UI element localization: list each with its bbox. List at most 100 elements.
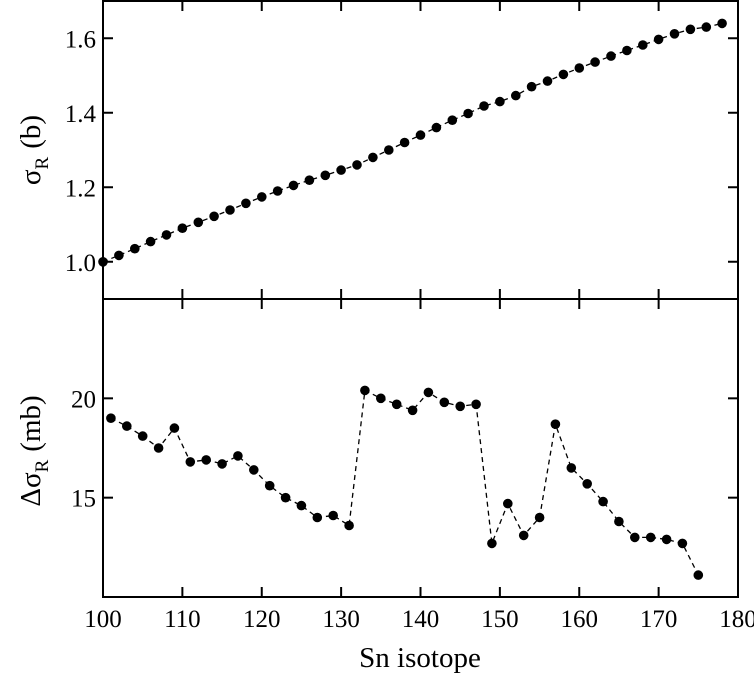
x-tick-label: 130 xyxy=(322,606,360,633)
bottom-data-point xyxy=(518,530,529,541)
top-data-point xyxy=(241,198,251,209)
top-data-point xyxy=(384,145,394,155)
bottom-data-point xyxy=(344,520,354,531)
x-tick-label: 180 xyxy=(719,606,754,633)
top-panel: 1.0 1.2 1.4 1.6 σR (b) xyxy=(15,0,739,300)
x-tick-label: 120 xyxy=(243,606,281,633)
top-y-axis-subscript: R xyxy=(32,156,53,169)
bottom-data-point xyxy=(677,538,688,549)
x-tick-label: 170 xyxy=(640,606,678,633)
top-data-point xyxy=(98,257,108,267)
top-data-point xyxy=(542,76,553,86)
top-data-point xyxy=(272,186,283,196)
bottom-data-point xyxy=(503,498,513,509)
bottom-data-point xyxy=(455,401,466,412)
top-y-axis-label: σR (b) xyxy=(15,115,53,185)
bottom-data-point xyxy=(534,512,545,523)
x-tick-label: 100 xyxy=(84,606,122,633)
top-data-point xyxy=(415,130,426,140)
top-data-point xyxy=(288,180,299,191)
bottom-data-point xyxy=(201,455,211,465)
bottom-y-axis-unit: (mb) xyxy=(15,395,47,451)
x-axis-label: Sn isotope xyxy=(359,642,481,674)
bottom-data-point xyxy=(264,480,275,491)
top-data-point xyxy=(193,217,204,228)
bottom-series-points xyxy=(106,385,704,580)
top-data-point xyxy=(145,236,156,247)
bottom-y-axis-symbol: Δσ xyxy=(15,472,47,507)
bottom-data-point xyxy=(661,534,672,545)
top-data-point xyxy=(717,18,727,29)
top-series-points xyxy=(98,18,727,267)
bottom-data-point xyxy=(328,510,339,521)
bottom-data-point xyxy=(312,512,323,523)
bottom-data-point xyxy=(185,457,196,467)
top-data-point xyxy=(590,57,600,67)
top-data-point xyxy=(479,101,489,111)
top-data-point xyxy=(130,243,140,254)
top-data-point xyxy=(399,137,410,148)
top-data-point xyxy=(336,165,346,175)
top-data-point xyxy=(622,45,632,56)
x-tick-label: 160 xyxy=(561,606,599,633)
bottom-data-point xyxy=(249,465,259,475)
top-ytick-labels: 1.0 1.2 1.4 1.6 xyxy=(65,26,97,277)
bottom-data-point xyxy=(122,421,132,431)
top-data-point xyxy=(653,34,664,45)
bottom-data-point xyxy=(137,431,148,441)
bottom-data-point xyxy=(407,405,418,416)
top-data-point xyxy=(368,152,378,163)
bottom-data-point xyxy=(296,500,307,511)
bottom-data-point xyxy=(630,532,640,543)
bottom-data-point xyxy=(217,459,227,469)
top-data-point xyxy=(431,122,442,133)
bottom-data-point xyxy=(391,399,402,410)
bottom-data-point xyxy=(153,443,164,453)
bottom-data-point xyxy=(233,451,243,461)
top-data-point xyxy=(225,205,235,215)
top-data-point xyxy=(114,250,124,261)
bottom-y-axis-subscript: R xyxy=(32,459,53,472)
top-data-point xyxy=(447,115,458,125)
top-y-tick-label: 1.4 xyxy=(65,101,97,128)
top-data-point xyxy=(685,24,696,35)
top-y-axis-unit: (b) xyxy=(15,115,47,149)
top-y-axis-symbol: σ xyxy=(15,169,47,185)
top-y-tick-label: 1.6 xyxy=(65,26,96,53)
bottom-y-tick-label: 20 xyxy=(71,386,96,413)
bottom-data-point xyxy=(598,496,608,507)
top-data-point xyxy=(526,81,537,92)
bottom-data-point xyxy=(614,516,624,527)
bottom-data-point xyxy=(550,419,561,430)
bottom-data-point xyxy=(693,570,704,580)
top-data-point xyxy=(558,69,569,80)
bottom-data-point xyxy=(582,479,592,489)
top-data-point xyxy=(495,96,505,107)
x-tick-label: 140 xyxy=(402,606,440,633)
top-data-point xyxy=(574,63,585,73)
bottom-data-point xyxy=(360,385,370,396)
bottom-data-point xyxy=(423,387,434,398)
top-data-point xyxy=(304,175,315,185)
bottom-data-point xyxy=(376,393,386,404)
bottom-data-point xyxy=(487,538,497,549)
bottom-y-tick-label: 15 xyxy=(71,486,96,513)
bottom-xtick-labels: 100 110 120 130 140 150 160 170 180 xyxy=(84,606,754,633)
bottom-data-point xyxy=(471,399,481,410)
top-data-point xyxy=(606,51,616,61)
bottom-data-point xyxy=(106,413,116,424)
top-y-tick-label: 1.2 xyxy=(65,175,96,202)
top-data-point xyxy=(638,40,648,50)
top-data-point xyxy=(161,230,172,240)
top-data-point xyxy=(257,192,267,202)
bottom-data-point xyxy=(169,423,180,433)
top-data-point xyxy=(320,170,331,181)
x-tick-label: 110 xyxy=(164,606,201,633)
top-data-point xyxy=(669,29,680,39)
bottom-ticks xyxy=(102,299,739,597)
x-tick-label: 150 xyxy=(481,606,519,633)
bottom-series-line xyxy=(110,389,699,576)
bottom-data-point xyxy=(645,532,656,543)
bottom-panel: 15 20 100 110 120 130 140 150 160 170 180 ΔσR (mb)… xyxy=(15,298,754,674)
